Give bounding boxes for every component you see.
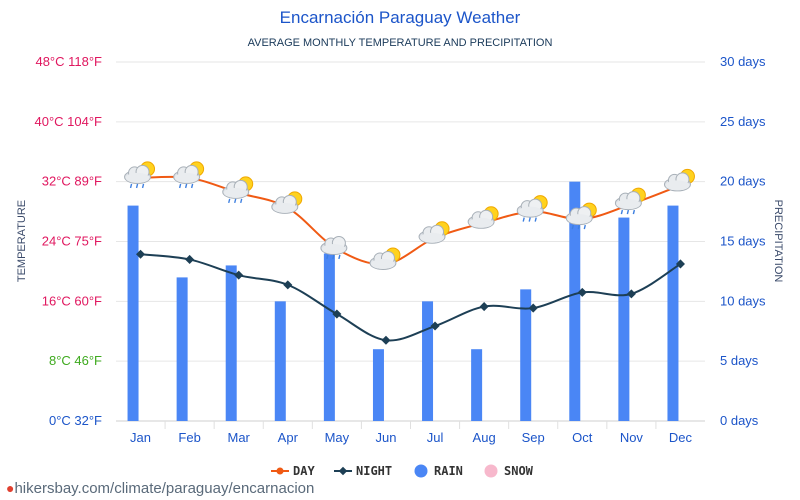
chart-subtitle: AVERAGE MONTHLY TEMPERATURE AND PRECIPIT…	[248, 37, 553, 49]
rain-bar	[225, 265, 237, 421]
day-temperature-line	[140, 175, 681, 266]
weather-icon-sun-cloud-rain	[614, 187, 646, 215]
night-point	[675, 259, 685, 269]
source-link[interactable]: ●hikersbay.com/climate/paraguay/encarnac…	[6, 480, 314, 497]
night-point	[234, 270, 244, 280]
right-tick-label: 10 days	[720, 293, 766, 308]
night-point	[479, 302, 489, 312]
left-tick-label: 8°C 46°F	[49, 353, 102, 368]
rain-bar	[127, 205, 139, 421]
rain-bar	[569, 181, 581, 421]
night-point	[185, 254, 195, 264]
month-label: Jun	[375, 430, 396, 445]
month-label: Dec	[669, 430, 693, 445]
month-label: Apr	[278, 430, 299, 445]
location-pin-icon: ●	[6, 480, 15, 496]
right-tick-label: 25 days	[720, 114, 766, 129]
legend-rain-marker	[414, 464, 428, 478]
rain-bar	[520, 289, 532, 421]
weather-icon-sun-cloud-rain	[222, 176, 254, 204]
legend-night-marker	[338, 466, 348, 476]
rain-bar	[422, 301, 434, 421]
night-point	[381, 335, 391, 345]
weather-icon-sun-cloud-rain	[565, 202, 597, 230]
rain-bar	[667, 205, 679, 421]
month-label: Oct	[572, 430, 593, 445]
left-tick-label: 40°C 104°F	[35, 114, 103, 129]
night-point	[626, 289, 636, 299]
weather-icon-cloud-rain	[320, 235, 348, 260]
night-point	[283, 280, 293, 290]
left-tick-label: 16°C 60°F	[42, 293, 102, 308]
month-label: May	[325, 430, 350, 445]
weather-icon-sun-cloud	[369, 247, 401, 270]
month-label: Mar	[228, 430, 251, 445]
month-label: Feb	[178, 430, 200, 445]
month-label: Sep	[522, 430, 545, 445]
weather-icon-sun-cloud-rain	[516, 195, 548, 222]
right-tick-label: 5 days	[720, 353, 759, 368]
right-tick-label: 30 days	[720, 54, 766, 69]
rain-bar	[274, 301, 286, 421]
legend-rain-label: RAIN	[434, 464, 463, 478]
left-tick-label: 48°C 118°F	[35, 54, 102, 69]
month-label: Aug	[473, 430, 496, 445]
night-point	[136, 249, 146, 259]
right-tick-label: 20 days	[720, 174, 766, 189]
right-axis-title: PRECIPITATION	[772, 200, 784, 283]
month-label: Jan	[130, 430, 151, 445]
weather-icon-sun-cloud	[467, 206, 499, 229]
legend-day-marker	[276, 467, 284, 475]
left-axis-title: TEMPERATURE	[16, 200, 28, 282]
night-point	[528, 303, 538, 313]
rain-bar	[176, 277, 188, 421]
month-label: Jul	[427, 430, 444, 445]
rain-bar	[372, 349, 384, 421]
legend-day-label: DAY	[293, 464, 315, 478]
month-label: Nov	[620, 430, 644, 445]
right-tick-label: 0 days	[720, 413, 759, 428]
source-text: hikersbay.com/climate/paraguay/encarnaci…	[14, 480, 315, 497]
legend-snow-marker	[484, 464, 498, 478]
rain-bar	[618, 217, 630, 421]
rain-bar	[471, 349, 483, 421]
weather-icon-sun-cloud	[271, 191, 303, 214]
left-tick-label: 24°C 75°F	[42, 234, 102, 249]
night-temperature-line	[140, 253, 681, 342]
chart-title: Encarnación Paraguay Weather	[280, 8, 521, 27]
right-tick-label: 15 days	[720, 234, 766, 249]
weather-icon-sun-cloud-rain	[173, 161, 205, 189]
weather-icon-sun-cloud	[663, 168, 695, 192]
legend-snow-label: SNOW	[504, 464, 534, 478]
weather-icon-sun-cloud	[418, 221, 450, 244]
left-tick-label: 32°C 89°F	[42, 174, 102, 189]
left-tick-label: 0°C 32°F	[49, 413, 102, 428]
weather-icon-sun-cloud-rain	[124, 161, 156, 189]
rain-bar	[323, 253, 335, 421]
legend-night-label: NIGHT	[356, 464, 392, 478]
